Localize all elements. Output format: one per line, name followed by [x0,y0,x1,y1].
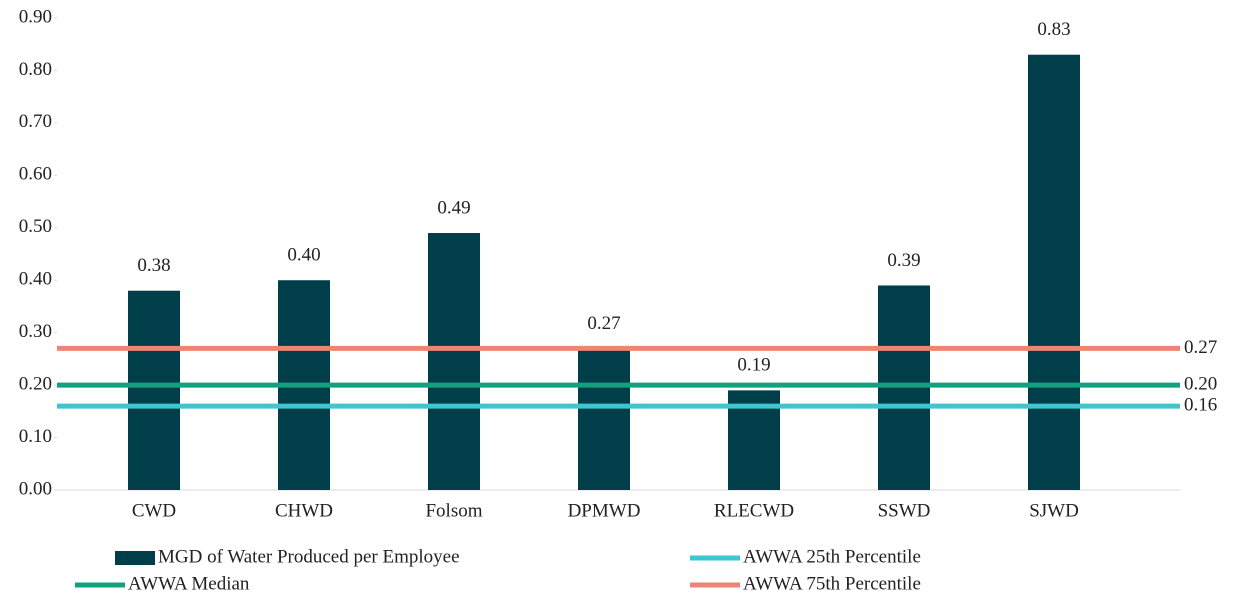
y-tick-label: 0.90 [19,6,52,27]
y-tick-label: 0.80 [19,59,52,80]
bar [128,290,180,490]
x-tick-label: SJWD [1029,500,1079,521]
legend-swatch [115,551,155,565]
y-tick-label: 0.40 [19,269,52,290]
y-tick-label: 0.50 [19,216,52,237]
reference-label: 0.16 [1184,394,1217,415]
legend-label: AWWA Median [128,573,250,594]
x-tick-label: Folsom [425,500,482,521]
y-tick-label: 0.20 [19,373,52,394]
bar [578,348,630,490]
legend-label: AWWA 25th Percentile [743,546,921,567]
reference-label: 0.27 [1184,337,1217,358]
data-label: 0.40 [287,245,320,266]
y-tick-label: 0.10 [19,426,52,447]
data-label: 0.27 [587,313,620,334]
bar [878,285,930,490]
data-label: 0.39 [887,250,920,271]
legend-label: MGD of Water Produced per Employee [158,546,460,567]
bar [1028,54,1080,490]
data-label: 0.38 [137,255,170,276]
y-tick-label: 0.30 [19,321,52,342]
reference-label: 0.20 [1184,373,1217,394]
data-label: 0.83 [1037,19,1070,40]
data-label: 0.49 [437,197,470,218]
x-tick-label: RLECWD [714,500,794,521]
x-tick-label: DPMWD [568,500,641,521]
bar [428,233,480,490]
data-label: 0.19 [737,355,770,376]
x-tick-label: SSWD [878,500,931,521]
x-tick-label: CHWD [275,500,333,521]
y-tick-label: 0.60 [19,164,52,185]
y-tick-label: 0.70 [19,111,52,132]
y-tick-label: 0.00 [19,478,52,499]
legend-label: AWWA 75th Percentile [743,573,921,594]
x-tick-label: CWD [132,500,176,521]
